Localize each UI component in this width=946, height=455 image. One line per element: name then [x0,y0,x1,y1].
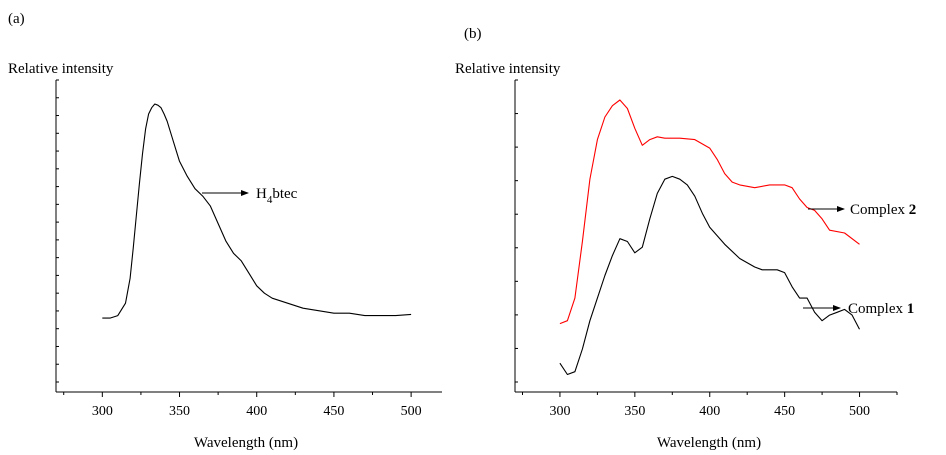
panel-b-ylabel: Relative intensity [455,61,561,77]
panel-a-ylabel: Relative intensity [8,61,114,77]
complex1-arrowhead-icon [833,305,841,311]
panel-b-label: (b) [464,26,482,42]
panel-b-chart: (b) Relative intensity Wavelength (nm) 3… [455,26,916,451]
a-x-tick-label: 450 [323,404,344,419]
b-series-line-0 [559,99,860,325]
b-x-tick-label: 300 [549,404,570,419]
b-x-tick-label: 450 [774,404,795,419]
complex2-arrowhead-icon [837,206,845,212]
b-x-tick-label: 350 [624,404,645,419]
a-x-tick-label: 350 [169,404,190,419]
panel-a-ticks: 300 350 400 450 500 [56,79,422,419]
panel-b-annotations: Complex 2 Complex 1 [803,202,916,317]
a-x-tick-label: 500 [401,404,422,419]
complex1-label: Complex 1 [848,301,914,317]
panel-a-xlabel: Wavelength (nm) [194,435,298,451]
b-series-line-1 [559,175,860,376]
complex2-label: Complex 2 [850,202,916,218]
a-x-tick-label: 300 [92,404,113,419]
b-x-tick-label: 400 [699,404,720,419]
panel-a-series [102,103,412,319]
panel-a-axes [55,80,442,393]
panel-a-chart: (a) Relative intensity Wavelength (nm) 3… [8,11,442,451]
panel-b-axes [514,80,897,393]
a-x-tick-label: 400 [246,404,267,419]
panel-a-label: (a) [8,11,25,27]
panel-a-annotation: H4btec [202,186,298,206]
a-series-line-0 [102,103,412,319]
panel-b-xlabel: Wavelength (nm) [657,435,761,451]
panel-b-ticks: 300 350 400 450 500 [515,79,898,419]
b-x-tick-label: 500 [849,404,870,419]
h4btec-label: H4btec [256,186,298,206]
h4btec-arrowhead-icon [241,190,249,196]
panel-b-series [559,99,860,376]
